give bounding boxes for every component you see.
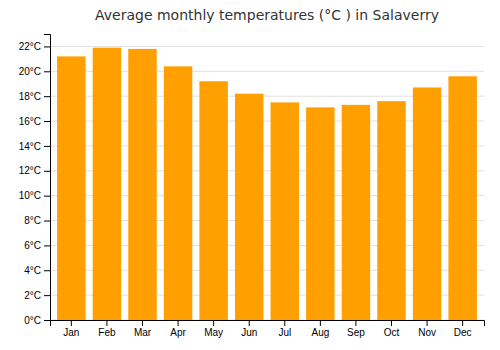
y-tick: 8°C [24,215,50,226]
x-tick-label: Sep [347,327,365,338]
y-tick-label: 14°C [19,141,41,152]
y-tick: 20°C [19,66,50,77]
x-tick-label: Dec [454,327,472,338]
x-tick-mark [178,320,179,326]
x-tick-mark [213,320,214,326]
bar [199,81,227,320]
x-tick-label: Jul [278,327,291,338]
y-tick-mark [44,46,50,47]
y-tick: 14°C [19,141,50,152]
x-tick-label: Apr [170,327,186,338]
y-tick-label: 10°C [19,190,41,201]
x-tick-label: Aug [311,327,329,338]
x-tick: Apr [170,320,186,338]
y-tick-label: 2°C [24,290,41,301]
x-tick: May [204,320,223,338]
y-tick-mark [44,171,50,172]
y-tick-label: 4°C [24,265,41,276]
x-tick: Sep [347,320,365,338]
y-tick: 6°C [24,240,50,251]
x-tick-label: Jan [63,327,79,338]
y-tick-mark [44,221,50,222]
x-axis-line [51,321,485,327]
y-tick-mark [44,196,50,197]
bars [57,48,477,320]
x-tick-mark [284,320,285,326]
y-tick: 22°C [19,41,50,52]
y-tick-mark [44,146,50,147]
y-tick-label: 22°C [19,41,41,52]
x-tick-label: Mar [134,327,152,338]
bar [164,66,192,320]
y-tick-mark [44,121,50,122]
bar [271,102,299,320]
x-tick: Jan [63,320,79,338]
x-tick-label: Feb [98,327,116,338]
y-tick: 2°C [24,290,50,301]
x-tick: Mar [134,320,152,338]
bar [377,101,405,320]
y-tick: 18°C [19,91,50,102]
y-tick-label: 12°C [19,165,41,176]
x-tick-mark [106,320,107,326]
x-tick-mark [71,320,72,326]
x-tick: Nov [418,320,436,338]
bar [448,76,476,320]
grid [50,46,484,320]
y-tick-label: 16°C [19,116,41,127]
x-tick-mark [427,320,428,326]
bar [342,105,370,320]
chart: 0°C 2°C 4°C 6°C 8°C 10°C 12°C 14°C 16°C 18°C 20°C 2… [0,0,500,350]
y-tick: 10°C [19,190,50,201]
x-tick-mark [142,320,143,326]
y-tick-mark [44,96,50,97]
x-tick: Aug [311,320,329,338]
y-tick: 0°C [24,315,50,326]
grid-line [50,46,484,47]
x-tick: Dec [454,320,472,338]
plot: 0°C 2°C 4°C 6°C 8°C 10°C 12°C 14°C 16°C 18°C 20°C 2… [19,35,485,339]
y-tick-label: 18°C [19,91,41,102]
x-tick: Oct [384,320,400,338]
bar [235,94,263,320]
x-tick-mark [249,320,250,326]
bar [306,107,334,320]
y-tick: 4°C [24,265,50,276]
y-axis-line [44,35,51,321]
y-tick-mark [44,71,50,72]
y-tick-label: 8°C [24,215,41,226]
x-tick: Jun [241,320,257,338]
y-tick-mark [44,295,50,296]
x-tick-label: Oct [384,327,400,338]
x-tick-mark [355,320,356,326]
x-tick-mark [391,320,392,326]
bar [413,87,441,320]
x-tick-label: May [204,327,223,338]
x-tick-mark [320,320,321,326]
y-tick-label: 20°C [19,66,41,77]
bar [93,48,121,320]
x-axis: Jan Feb Mar Apr May Jun Jul Aug Sep Oct Nov Dec [51,320,485,338]
title: Average monthly temperatures (°C ) in Sa… [95,7,439,23]
y-tick-mark [44,320,50,321]
y-tick: 12°C [19,165,50,176]
x-tick: Feb [98,320,116,338]
x-tick-label: Nov [418,327,436,338]
y-tick-mark [44,270,50,271]
x-tick-label: Jun [241,327,257,338]
bar [128,49,156,320]
bar [57,56,85,320]
y-tick-label: 0°C [24,315,41,326]
y-tick: 16°C [19,116,50,127]
x-tick-mark [462,320,463,326]
x-tick: Jul [278,320,291,338]
y-tick-label: 6°C [24,240,41,251]
y-axis: 0°C 2°C 4°C 6°C 8°C 10°C 12°C 14°C 16°C 18°C 20°C 2… [19,35,51,326]
y-tick-mark [44,245,50,246]
